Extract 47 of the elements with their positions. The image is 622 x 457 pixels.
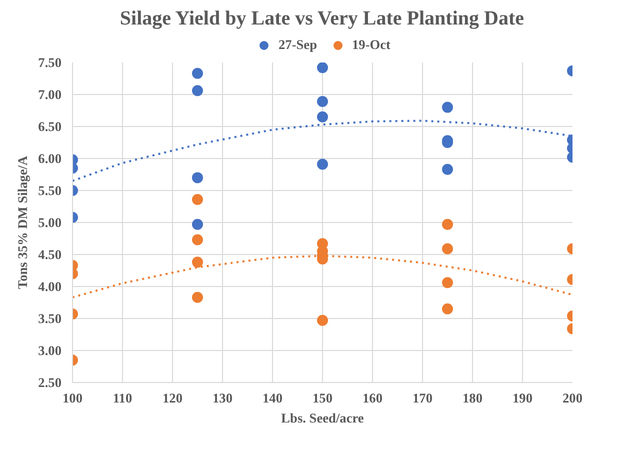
y-tick-label: 3.50 bbox=[38, 311, 62, 326]
point bbox=[442, 303, 453, 314]
point bbox=[192, 194, 203, 205]
point bbox=[317, 111, 328, 122]
point bbox=[192, 234, 203, 246]
x-tick-label: 150 bbox=[312, 390, 333, 406]
point bbox=[192, 85, 203, 96]
point bbox=[442, 243, 453, 254]
point bbox=[192, 292, 203, 303]
x-tick-label: 130 bbox=[212, 390, 233, 406]
y-tick-label: 4.00 bbox=[38, 279, 62, 294]
x-tick-label: 180 bbox=[462, 390, 483, 406]
legend-label: 19-Oct bbox=[352, 37, 391, 53]
x-tick-label: 190 bbox=[512, 390, 533, 406]
chart-title: Silage Yield by Late vs Very Late Planting Date bbox=[120, 8, 524, 30]
point bbox=[317, 158, 328, 170]
point bbox=[192, 256, 203, 268]
legend-label: 27-Sep bbox=[278, 37, 318, 53]
x-tick-label: 120 bbox=[162, 390, 183, 406]
x-tick-label: 110 bbox=[112, 390, 132, 406]
point bbox=[442, 102, 453, 113]
point bbox=[192, 68, 203, 79]
y-tick-label: 3.00 bbox=[38, 343, 62, 358]
x-tick-label: 160 bbox=[362, 390, 383, 406]
y-tick-label: 5.00 bbox=[38, 215, 62, 230]
point bbox=[192, 218, 203, 230]
point bbox=[442, 218, 453, 230]
point bbox=[442, 164, 453, 175]
point bbox=[192, 172, 203, 184]
x-tick-label: 100 bbox=[62, 390, 83, 406]
y-tick-label: 6.00 bbox=[38, 151, 62, 166]
y-tick-label: 2.50 bbox=[38, 375, 62, 390]
point bbox=[317, 62, 328, 74]
y-tick-label: 4.50 bbox=[38, 247, 62, 262]
point bbox=[442, 277, 453, 288]
y-tick-label: 6.50 bbox=[38, 119, 62, 134]
line-series bbox=[72, 254, 572, 298]
y-axis-title: Tons 35% DM Silage/A bbox=[15, 156, 30, 290]
x-tick-label: 200 bbox=[562, 390, 583, 406]
x-axis-title: Lbs. Seed/acre bbox=[281, 410, 364, 426]
point bbox=[317, 314, 328, 326]
y-tick-label: 7.50 bbox=[38, 55, 62, 70]
point bbox=[317, 96, 328, 108]
y-tick-label: 5.50 bbox=[38, 183, 62, 198]
y-tick-label: 7.00 bbox=[38, 87, 62, 102]
x-tick-label: 140 bbox=[262, 390, 283, 406]
x-tick-label: 170 bbox=[412, 390, 433, 406]
